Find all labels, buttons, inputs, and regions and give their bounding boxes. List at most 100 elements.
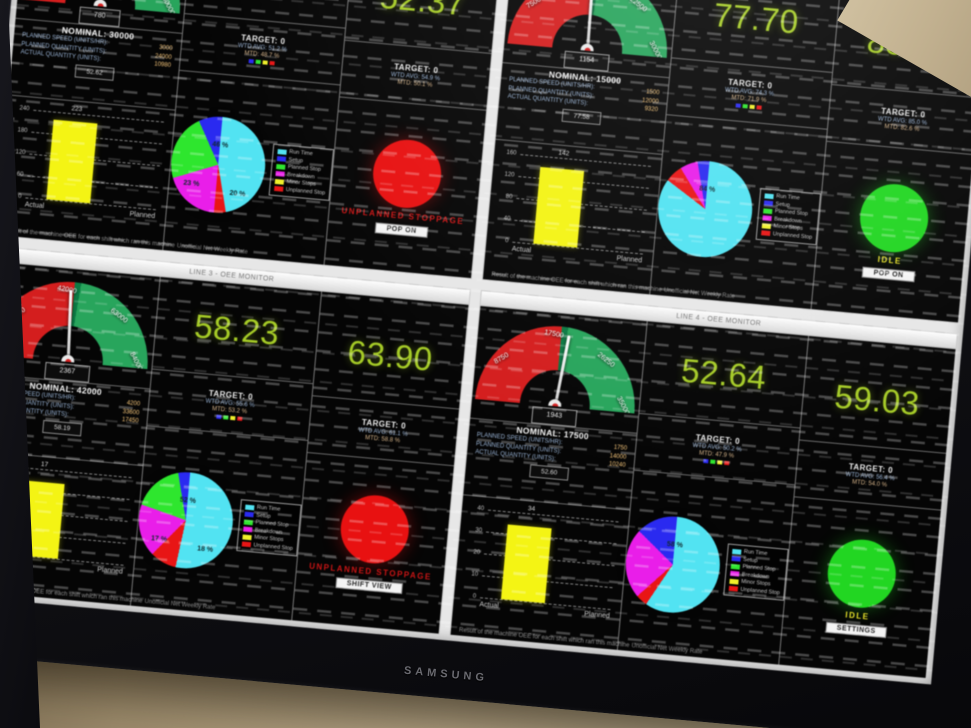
legend-swatch-icon <box>274 178 284 185</box>
oee-column: 77.70 TARGET: 0 WTD AVG: 74.3 % MTD: 71.… <box>649 0 841 310</box>
status-light <box>337 492 412 567</box>
status-text: IDLE <box>844 610 870 622</box>
y-tick: 120 <box>504 171 515 179</box>
production-info: NOMINAL: 15000 PLANNED SPEED (UNITS/HR):… <box>495 62 669 155</box>
oee2-value: 52.37 <box>378 0 467 23</box>
legend-swatch-icon <box>760 230 771 237</box>
swatch-icon <box>723 460 729 465</box>
samsung-logo: SAMSUNG <box>403 664 489 685</box>
gauge-column: 15000 30000 45000 60000 780 NOMINAL: 300… <box>0 0 192 250</box>
legend-label: Setup <box>742 556 758 564</box>
dashboard-window: LINE 4 - OEE MONITOR 8750 17500 26250 35… <box>450 291 957 678</box>
legend-swatch-icon <box>731 548 742 555</box>
status-text: UNPLANNED STOPPAGE <box>308 561 433 582</box>
oee-column: 58.23 TARGET: 0 WTD AVG: 55.6 % MTD: 53.… <box>129 276 322 621</box>
oee2-value: 63.90 <box>346 333 435 378</box>
dashboard-panel: 8750 17500 26250 35000 1943 NOMINAL: 175… <box>450 306 956 678</box>
y-tick: 80 <box>505 193 513 201</box>
pie-label-1: 52 % <box>179 496 197 506</box>
swatch-icon <box>742 103 748 108</box>
oee2-value: 59.03 <box>833 377 922 423</box>
oee-summary-box: 77.58 <box>561 108 602 125</box>
status-action-button[interactable]: SHIFT VIEW <box>335 577 404 595</box>
y-tick: 40 <box>477 505 485 513</box>
oee-value: 58.23 <box>192 307 281 352</box>
y-tick: 20 <box>473 549 481 557</box>
pie-legend: Run Time Setup Planned Stop Breakdown Mi… <box>755 188 822 246</box>
legend-swatch-icon <box>241 541 251 548</box>
status-light <box>824 536 899 611</box>
legend-swatch-icon <box>244 511 254 518</box>
legend-label: Setup <box>255 512 271 520</box>
status-action-button[interactable]: POP ON <box>375 222 428 238</box>
gauge-cell: 8750 17500 26250 35000 1943 <box>470 306 646 433</box>
x-label-actual: Actual <box>24 201 45 211</box>
pie-cell: 52 % 17 % 18 % Run Time Setup Planned St… <box>131 426 308 620</box>
pie-label-2: 17 % <box>150 535 168 544</box>
legend-swatch-icon <box>275 163 286 170</box>
legend-swatch-icon <box>275 171 285 177</box>
actual-vs-planned-chart: 160 120 80 40 0 142 <box>503 150 651 255</box>
actual-vs-planned-chart: 240 180 120 60 0 223 <box>15 105 164 211</box>
dashboard-grid: LINE 1 - OEE MONITOR 15000 30000 45000 6… <box>0 0 971 684</box>
swatch-icon <box>268 60 275 65</box>
swatch-icon <box>255 59 261 64</box>
legend-swatch-icon <box>731 556 741 562</box>
production-info: NOMINAL: 17500 PLANNED SPEED (UNITS/HR):… <box>463 417 637 511</box>
legend-swatch-icon <box>728 578 739 585</box>
pie-label-1: 58 % <box>666 540 684 550</box>
oee-number-cell: 58.23 <box>152 277 321 383</box>
pie-label-1: 84 % <box>698 185 716 194</box>
oee-summary-box: 52.62 <box>74 63 115 81</box>
machine-status-cell: UNPLANNED STOPPAGE SHIFT VIEW <box>292 453 453 634</box>
downtime-pie-chart: 46 % 23 % 20 % <box>166 112 269 217</box>
info-value: 17450 <box>121 417 139 425</box>
x-label-planned: Planned <box>129 210 156 221</box>
speed-gauge: 8750 17500 26250 35000 <box>475 319 643 414</box>
actual-bar <box>533 166 585 248</box>
status-text: UNPLANNED STOPPAGE <box>341 206 465 227</box>
pie-label-3: 18 % <box>196 545 214 554</box>
dashboard-window: LINE 1 - OEE MONITOR 15000 30000 45000 6… <box>0 0 503 279</box>
downtime-pie-chart: 52 % 17 % 18 % <box>134 468 237 573</box>
production-info: NOMINAL: 30000 PLANNED SPEED (UNITS/HR):… <box>8 17 182 111</box>
swatch-icon <box>222 414 229 420</box>
pie-cell: 84 % Run Time Setup Planned Stop Breakdo… <box>650 115 827 309</box>
pie-label-1: 46 % <box>211 141 229 150</box>
legend-swatch-icon <box>242 534 252 540</box>
swatch-icon <box>248 58 254 63</box>
machine-status-cell: UNPLANNED STOPPAGE POP ON <box>325 97 486 278</box>
legend-swatch-icon <box>762 215 772 222</box>
legend-swatch-icon <box>729 571 740 577</box>
legend-swatch-icon <box>273 186 284 192</box>
oee-column: 46.39 TARGET: 0 WTD AVG: 51.2 % MTD: 48.… <box>162 0 354 265</box>
pie-label-3: 20 % <box>229 189 246 199</box>
status-action-button[interactable]: POP ON <box>862 266 915 283</box>
status-column: 59.03 TARGET: 0 WTD AVG: 56.4 % MTD: 54.… <box>778 335 956 678</box>
status-action-button[interactable]: SETTINGS <box>825 621 888 639</box>
actual-bar <box>500 524 553 604</box>
legend-label: Setup <box>288 156 304 165</box>
oee2-number-cell: 63.90 <box>313 292 469 409</box>
gauge-value-box: 780 <box>78 6 122 28</box>
legend-swatch-icon <box>244 504 255 511</box>
oee-column: 52.64 TARGET: 0 WTD AVG: 50.2 % MTD: 47.… <box>616 321 809 665</box>
swatch-icon <box>236 415 242 421</box>
legend-swatch-icon <box>242 526 253 533</box>
info-value: 9320 <box>644 106 659 114</box>
swatch-icon <box>709 459 716 464</box>
status-column: 63.90 TARGET: 0 WTD AVG: 61.1 % MTD: 58.… <box>291 291 469 634</box>
swatch-icon <box>716 459 723 465</box>
y-tick: 10 <box>471 571 479 578</box>
pie-cell: 58 % Run Time Setup Planned Stop Breakdo… <box>618 471 795 665</box>
info-value: 10240 <box>608 461 626 469</box>
oee-summary-box: 52.60 <box>529 463 569 481</box>
actual-bar <box>46 119 98 204</box>
y-tick: 0 <box>504 238 509 245</box>
legend-swatch-icon <box>762 208 773 214</box>
pie-cell: 46 % 23 % 20 % Run Time Setup Planned St… <box>163 71 340 265</box>
dashboard-panel: 21000 42000 63000 84000 2367 NOMINAL: 42… <box>0 261 469 634</box>
status-column: 52.37 TARGET: 0 WTD AVG: 54.9 % MTD: 50.… <box>323 0 501 279</box>
